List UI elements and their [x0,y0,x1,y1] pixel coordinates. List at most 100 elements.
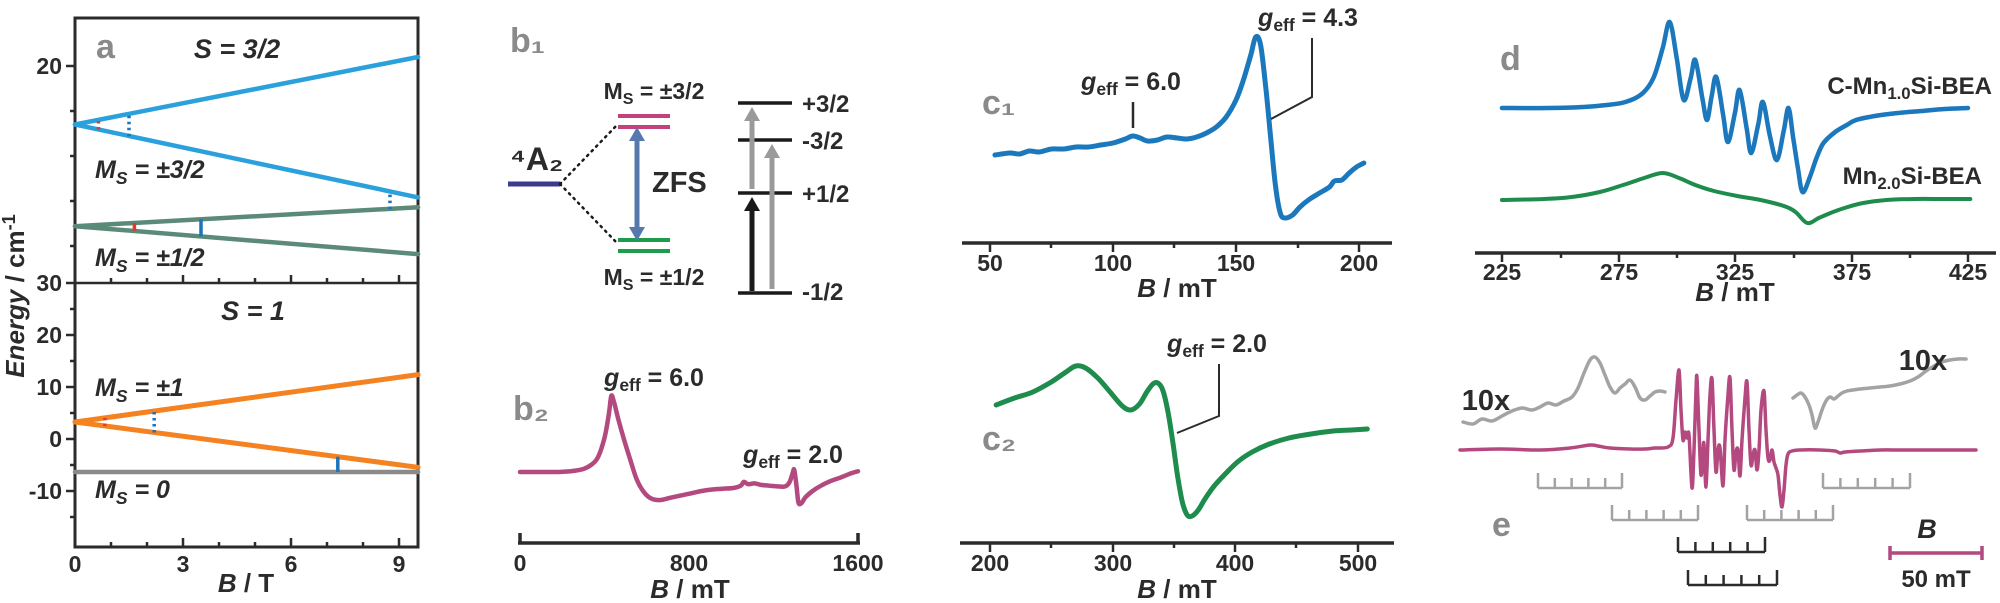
tick-label: 375 [1833,259,1872,285]
splitting-dotted-lower [558,182,620,246]
y-ticks-top: 20 [36,53,75,248]
tick-label: 20 [36,53,62,79]
s32-lower-branch [72,122,421,200]
x-axis-title: B / mT [650,574,730,603]
tick-label: 6 [285,551,298,577]
x-axis-title: B / mT [1137,273,1217,303]
magnified-wing-left-10x [1461,355,1667,426]
ms-label-pm12: MS = ±1/2 [95,244,205,276]
ms-label-0: MS = 0 [95,476,170,508]
geff2-annotation: geff = 2.0 [1166,330,1267,361]
tick-label: 30 [36,270,62,296]
series-label-mn20: Mn2.0Si-BEA [1843,163,1982,193]
C-Mn1.0Si-BEA-spectrum [1499,19,1971,195]
panel-letter-e: e [1492,506,1511,544]
y-axis-title: Energy / cm-1 [0,214,30,378]
geff43-pointer [1270,38,1313,120]
scalebar-value: 50 mT [1901,566,1971,593]
panel-letter-c1: c₁ [982,84,1015,122]
ladder-label-m32: -3/2 [802,128,843,155]
magnified-wing-right-10x [1791,357,1968,430]
ladder-label-m12: -1/2 [802,279,843,306]
tick-label: 275 [1600,259,1639,285]
panel-a: 0 3 6 9 20 30 20 10 0 -10 a S = 3/2 MS = ±3/2 M… [0,16,421,598]
y-ticks-bottom: 30 20 10 0 -10 [29,270,75,519]
state-label-s32: S = 3/2 [194,34,280,64]
panel-c2: c₂ geff = 2.0 200 300 400 500 B / mT [960,330,1394,603]
ms-label-pm32: MS = ±3/2 [95,156,205,188]
zeeman-plot-s32 [72,54,421,257]
geff6-annotation: geff = 6.0 [603,364,704,395]
transition-arrow-gray-tall [764,144,780,289]
epr-plot-lowfield [992,33,1367,221]
ladder-label-p32: +3/2 [802,91,849,118]
panel-letter-d: d [1500,40,1521,78]
geff2-pointer [1176,364,1220,434]
tick-label: 20 [36,322,62,348]
scalebar-field-symbol: B [1917,514,1937,544]
s12-lower-branch [72,223,421,257]
panel-b1: b₁ ⁴A₂ MS = ±3/2 MS = ±1/2 ZFS +3/2 -3/2… [508,22,849,306]
epr-plot-wide [517,393,861,507]
ladder-label-p12: +1/2 [802,181,849,208]
epr-spectrum-lowfield [992,33,1367,221]
tick-label: -10 [29,478,62,504]
field-scalebar [1888,546,1984,560]
series-label-cmn10: C-Mn1.0Si-BEA [1827,73,1992,103]
epr-sextet-trace [1458,368,1978,509]
tick-label: 400 [1216,550,1254,576]
b1-ms12-label: MS = ±1/2 [604,264,705,294]
term-symbol-4A2: ⁴A₂ [510,141,563,177]
panel-letter-a: a [96,28,116,66]
panel-letter-b2: b₂ [513,390,549,428]
tick-label: 225 [1483,259,1522,285]
tick-label: 0 [49,426,62,452]
tick-label: 50 [977,250,1003,276]
panel-b2: b₂ geff = 6.0 geff = 2.0 0 800 1600 B / mT [513,364,884,603]
panel-e: e 10x 10x B 50 mT [1458,345,1984,593]
tick-label: 300 [1094,550,1132,576]
tick-label: 1600 [832,550,883,576]
tick-label: 9 [393,551,406,577]
tick-label: 425 [1949,259,1988,285]
tick-label: 0 [514,550,527,576]
s12-upper-branch [72,205,421,229]
hyperfine-comb [1686,570,1779,587]
hyperfine-comb [1610,505,1700,522]
hyperfine-comb [1821,473,1912,490]
tick-label: 100 [1094,250,1132,276]
tick-label: 150 [1217,250,1255,276]
tick-label: 0 [69,551,82,577]
zfs-double-arrow [629,127,645,241]
hyperfine-comb [1745,505,1835,522]
epr-plot-sextet [1458,355,1978,587]
tick-label: 800 [670,550,708,576]
panel-d: d C-Mn1.0Si-BEA Mn2.0Si-BEA 225 275 325 375… [1475,19,1996,307]
spin-ladder [738,101,792,295]
tick-label: 3 [177,551,190,577]
geff6-annotation: geff = 6.0 [1080,68,1181,99]
magnification-label-right: 10x [1899,345,1947,377]
x-ticks-divider [73,275,401,283]
transition-arrow-black [744,197,760,291]
Mn2.0Si-BEA-spectrum [1499,171,1973,226]
tick-label: 500 [1339,550,1377,576]
epr-plot-comparison [1499,19,1973,226]
hyperfine-comb [1536,473,1624,490]
epr-spectrum-wide [517,393,861,507]
hyperfine-comb [1676,537,1767,554]
x-tick-labels: 0 800 1600 [514,550,884,576]
tick-label: 10 [36,374,62,400]
tick-label: 325 [1716,259,1755,285]
panel-c1: c₁ geff = 6.0 geff = 4.3 50 100 150 200 B /… [962,4,1392,303]
zfs-label: ZFS [652,167,707,199]
ms-label-pm1: MS = ±1 [95,374,184,406]
x-ticks: 200 300 400 500 [971,543,1377,576]
magnification-label-left: 10x [1462,385,1510,417]
state-label-s1: S = 1 [221,296,285,326]
splitting-dotted-upper [558,122,620,186]
s1-lower-branch [72,419,421,470]
panel-letter-b1: b₁ [510,22,545,60]
epr-plot-highfield [993,363,1370,520]
